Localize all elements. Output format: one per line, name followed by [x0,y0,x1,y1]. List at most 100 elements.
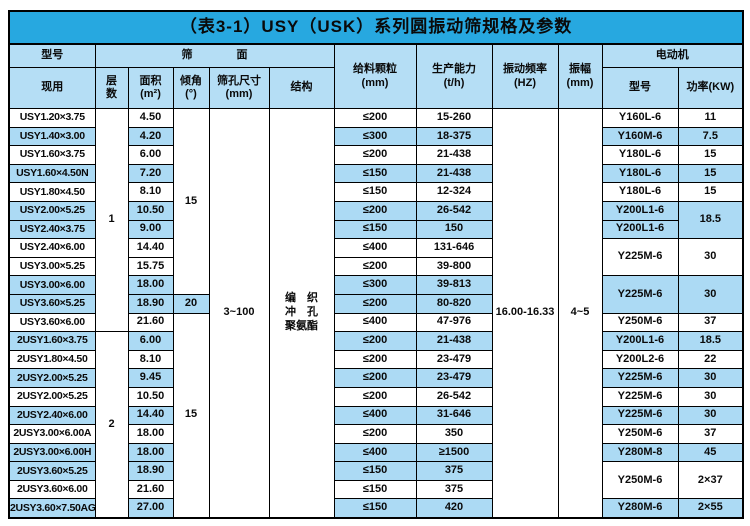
area-cell: 8.10 [127,182,174,202]
power-cell: 45 [677,442,744,463]
angle-cell: 15 [172,312,210,519]
power-cell: 7.5 [677,126,744,147]
model-cell: USY3.60×5.25 [8,293,96,314]
power-cell: 30 [677,386,744,407]
table-row: 2USY2.00×5.25 10.50 ≤200 26-542 Y225M-6 30 [8,386,744,407]
area-cell: 14.40 [127,238,174,258]
angle-cell: 15 [172,108,210,295]
motor-model-cell: Y180L-6 [601,163,679,184]
feed-size-cell: ≤300 [333,275,417,295]
model-cell: 2USY2.40×6.00 [8,405,96,426]
table-row: 2USY1.80×4.50 8.10 ≤200 23-479 Y200L2-6 22 [8,349,744,370]
capacity-cell: 18-375 [415,126,493,147]
area-cell: 14.40 [127,405,174,426]
feed-size-cell: ≤150 [333,182,417,202]
capacity-cell: 21-438 [415,145,493,165]
table-row: USY3.60×6.00 21.60 15 ≤400 47-976 Y250M-6 37 [8,312,744,519]
area-cell: 27.00 [127,498,174,519]
model-cell: USY3.00×5.25 [8,256,96,277]
header-angle: 倾角 (°) [172,67,210,109]
amplitude-cell: 4~5 [557,108,603,519]
model-cell: 2USY3.60×7.50AG [8,498,96,519]
motor-model-cell: Y250M-6 [601,312,679,333]
page-title: （表3-1）USY（USK）系列圆振动筛规格及参数 [8,10,744,45]
model-cell: USY2.40×3.75 [8,219,96,240]
area-cell: 8.10 [127,349,174,370]
area-cell: 18.00 [127,442,174,463]
feed-size-cell: ≤150 [333,163,417,184]
feed-size-cell: ≤200 [333,331,417,351]
header-motor-model: 型号 [601,67,679,109]
feed-size-cell: ≤200 [333,108,417,128]
header-model-current: 现用 [8,67,96,109]
capacity-cell: 375 [415,461,493,481]
power-cell: 15 [677,163,744,184]
header-screen-group: 筛 面 [94,43,335,68]
area-cell: 10.50 [127,386,174,407]
header-frequency: 振动频率 (HZ) [491,43,559,109]
table-row: USY3.60×5.25 18.90 20 ≤200 80-820 [8,293,743,314]
motor-model-cell: Y250M-6 [601,424,679,444]
table-row: USY1.60×3.75 6.00 ≤200 21-438 Y180L-6 15 [8,145,744,165]
table-row: USY2.00×5.25 10.50 ≤200 26-542 Y200L1-6 18.5 [8,200,744,240]
header-capacity: 生产能力 (t/h) [415,43,493,109]
feed-size-cell: ≤200 [333,200,417,221]
model-cell: USY1.80×4.50 [8,182,96,202]
area-cell: 6.00 [127,145,174,165]
table-row: USY3.00×6.00 18.00 ≤300 39-813 Y225M-6 30 [8,275,744,314]
model-cell: 2USY1.80×4.50 [8,349,96,370]
structure-cell: 编 织 冲 孔 聚氨酯 [268,108,335,519]
power-cell: 15 [677,182,744,202]
area-cell: 18.90 [127,293,174,314]
header-model-group: 型号 [8,43,96,68]
feed-size-cell: ≤150 [333,498,417,519]
area-cell: 18.00 [127,424,174,444]
table-row: USY3.00×5.25 15.75 ≤200 39-800 [8,256,743,277]
power-cell: 18.5 [677,331,744,351]
table-row: 2USY2.40×6.00 14.40 ≤400 31-646 Y225M-6 30 [8,405,744,426]
capacity-cell: 26-542 [415,386,493,407]
header-row-groups: 型号 筛 面 给料颗粒 (mm) 生产能力 (t/h) 振动频率 (HZ) 振幅… [8,43,744,109]
feed-size-cell: ≤200 [333,293,417,314]
layers-cell: 1 [94,107,129,333]
model-cell: USY3.60×6.00 [8,312,96,333]
title-row: （表3-1）USY（USK）系列圆振动筛规格及参数 [8,10,744,45]
table-row: USY2.40×3.75 9.00 ≤150 150 Y200L1-6 [8,219,743,240]
table-row: 2USY3.60×7.50AG 27.00 ≤150 420 Y280M-6 2×55 [8,498,744,519]
capacity-cell: 131-646 [415,238,493,258]
capacity-cell: 15-260 [415,108,493,128]
capacity-cell: 39-800 [415,256,493,277]
area-cell: 10.50 [127,200,174,221]
model-cell: USY2.00×5.25 [8,200,96,221]
feed-size-cell: ≤300 [333,126,417,147]
feed-size-cell: ≤150 [333,479,417,500]
feed-size-cell: ≤150 [333,461,417,481]
motor-model-cell: Y160M-6 [601,126,679,147]
capacity-cell: 80-820 [415,293,493,314]
power-cell: 30 [677,238,744,277]
motor-model-cell: Y225M-6 [601,405,679,426]
power-cell: 30 [677,405,744,426]
area-cell: 18.90 [127,461,174,481]
capacity-cell: 31-646 [415,405,493,426]
area-cell: 4.20 [127,126,174,147]
area-cell: 6.00 [127,331,174,351]
capacity-cell: 420 [415,498,493,519]
header-row-subs: 现用 层 数 面积 (m²) 倾角 (°) 筛孔尺寸 (mm) 结构 型号 功率… [8,67,744,109]
power-cell: 37 [677,312,744,333]
header-motor-power: 功率(KW) [677,67,744,109]
power-cell: 2×37 [677,461,744,500]
motor-model-cell: Y180L-6 [601,145,679,165]
feed-size-cell: ≤200 [333,256,417,277]
motor-model-cell: Y225M-6 [601,386,679,407]
model-cell: USY3.00×6.00 [8,275,96,295]
capacity-cell: 350 [415,424,493,444]
feed-size-cell: ≤200 [333,386,417,407]
feed-size-cell: ≤200 [333,349,417,370]
header-layers: 层 数 [94,67,129,109]
feed-size-cell: ≤200 [333,424,417,444]
motor-model-cell: Y280M-6 [601,498,679,519]
area-cell: 15.75 [127,256,174,277]
model-cell: USY2.40×6.00 [8,238,96,258]
